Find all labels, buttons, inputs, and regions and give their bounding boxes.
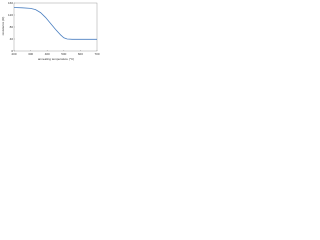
x-tick-label: 600 — [78, 52, 83, 56]
y-axis-label: resistance (Ω) — [1, 17, 5, 36]
y-tick-label: 40 — [10, 37, 14, 41]
x-tick-label: 700 — [94, 52, 99, 56]
y-tick-label: 160 — [8, 1, 13, 5]
x-tick-label: 200 — [11, 52, 16, 56]
chart: resistance (Ω) annealing temperature (°C… — [1, 1, 100, 61]
y-tick-label: 120 — [8, 13, 13, 17]
x-tick-label: 300 — [28, 52, 33, 56]
x-tick-label: 400 — [45, 52, 50, 56]
data-line — [13, 7, 97, 40]
y-tick-label: 80 — [10, 25, 14, 29]
x-tick-label: 500 — [61, 52, 66, 56]
plot-frame — [13, 2, 98, 52]
x-axis-label: annealing temperature (°C) — [38, 57, 74, 61]
y-tick-label: 0 — [11, 49, 13, 53]
